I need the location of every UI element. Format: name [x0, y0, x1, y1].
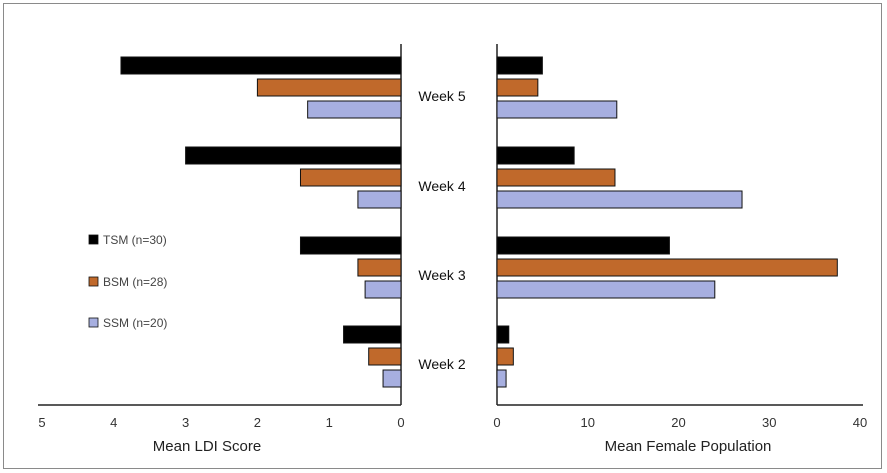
right-tick-label: 30 [762, 415, 776, 430]
right-tick-label: 0 [493, 415, 500, 430]
chart-frame [3, 3, 882, 469]
left-tick-label: 4 [110, 415, 117, 430]
left-bar [343, 325, 402, 344]
right-bar [496, 369, 507, 388]
right-bar [496, 258, 838, 277]
left-axis-title: Mean LDI Score [153, 438, 261, 455]
right-tick-label: 40 [853, 415, 867, 430]
right-bar [496, 100, 618, 119]
legend-label: TSM (n=30) [103, 233, 167, 247]
right-bar [496, 347, 514, 366]
legend-swatch [88, 317, 99, 328]
right-tick-label: 10 [581, 415, 595, 430]
left-tick-label: 5 [38, 415, 45, 430]
left-bar [364, 280, 402, 299]
left-bar [357, 258, 402, 277]
legend-swatch [88, 234, 99, 245]
right-axis-title: Mean Female Population [605, 438, 772, 455]
legend-label: SSM (n=20) [103, 316, 167, 330]
left-bar [299, 236, 402, 255]
right-bar [496, 56, 543, 75]
legend-swatch [88, 276, 99, 287]
legend-label: BSM (n=28) [103, 275, 167, 289]
right-bar [496, 190, 743, 209]
category-label: Week 3 [418, 267, 465, 283]
right-bar [496, 78, 539, 97]
category-label: Week 2 [418, 356, 465, 372]
left-tick-label: 3 [182, 415, 189, 430]
left-bar [256, 78, 402, 97]
right-tick-label: 20 [671, 415, 685, 430]
left-bar [382, 369, 402, 388]
left-tick-label: 1 [326, 415, 333, 430]
left-bar [299, 168, 402, 187]
category-label: Week 4 [418, 178, 465, 194]
right-bar [496, 168, 616, 187]
right-bar [496, 280, 716, 299]
left-bar [185, 146, 402, 165]
left-bar [120, 56, 402, 75]
left-tick-label: 0 [397, 415, 404, 430]
right-bar [496, 325, 510, 344]
left-tick-label: 2 [254, 415, 261, 430]
left-bar [357, 190, 402, 209]
right-bar [496, 146, 575, 165]
left-bar [307, 100, 402, 119]
right-bar [496, 236, 670, 255]
category-label: Week 5 [418, 88, 465, 104]
left-bar [368, 347, 402, 366]
